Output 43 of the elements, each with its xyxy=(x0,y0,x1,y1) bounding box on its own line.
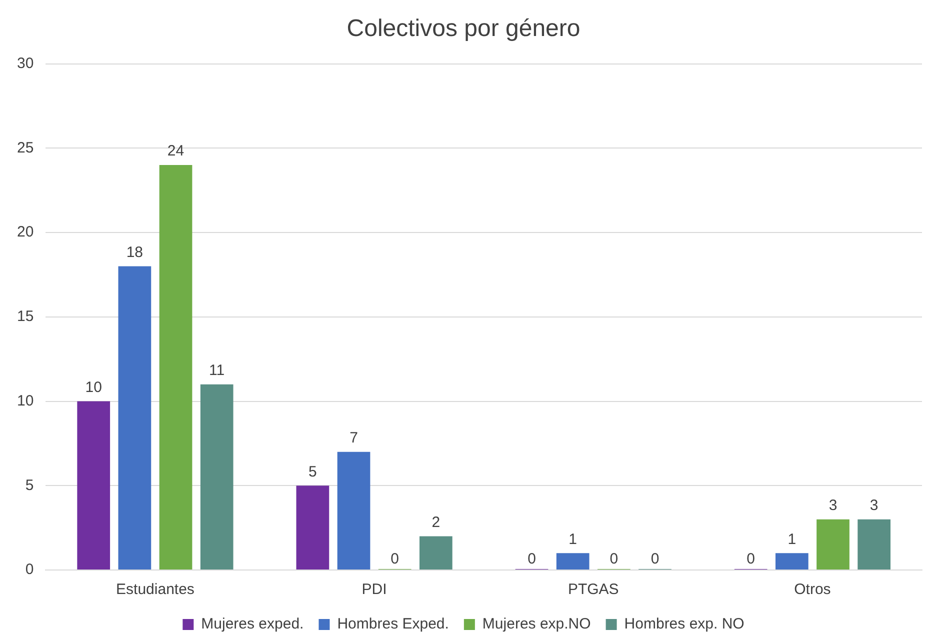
y-tick-label: 25 xyxy=(16,139,34,156)
data-label: 11 xyxy=(209,362,225,380)
x-tick-label: PTGAS xyxy=(568,581,619,598)
bar xyxy=(858,519,891,570)
y-tick-label: 0 xyxy=(25,561,34,578)
bar xyxy=(556,553,590,570)
bar xyxy=(337,452,370,570)
data-label: 0 xyxy=(610,550,618,568)
bar xyxy=(296,486,330,570)
legend-label: Mujeres exp.NO xyxy=(482,616,591,633)
legend-label: Mujeres exped. xyxy=(201,616,304,633)
data-label: 3 xyxy=(828,497,838,514)
y-tick-label: 15 xyxy=(16,308,34,326)
legend-label: Hombres Exped. xyxy=(337,616,449,633)
chart-title: Colectivos por género xyxy=(346,15,580,42)
y-tick-label: 30 xyxy=(16,54,34,72)
data-label: 2 xyxy=(432,514,440,531)
x-tick-label: Estudiantes xyxy=(116,581,194,598)
bar xyxy=(816,519,850,570)
data-label: 0 xyxy=(390,550,400,568)
data-label: 0 xyxy=(746,550,756,568)
data-label: 18 xyxy=(126,244,144,261)
bar xyxy=(159,165,192,570)
data-label: 7 xyxy=(350,430,358,447)
y-tick-label: 5 xyxy=(25,476,34,494)
x-tick-label: Otros xyxy=(794,581,831,598)
bar xyxy=(118,266,152,570)
data-label: 1 xyxy=(788,530,796,548)
x-tick-label: PDI xyxy=(362,581,387,598)
data-label: 3 xyxy=(870,497,878,514)
data-label: 5 xyxy=(308,463,317,480)
data-label: 0 xyxy=(528,550,536,568)
bar xyxy=(200,384,234,570)
data-label: 10 xyxy=(85,378,102,396)
y-tick-label: 10 xyxy=(16,392,34,410)
data-label: 0 xyxy=(650,550,660,568)
bar xyxy=(419,536,452,570)
bar xyxy=(77,401,110,570)
legend-label: Hombres exp. NO xyxy=(624,616,744,633)
data-label: 1 xyxy=(568,530,578,548)
y-tick-label: 20 xyxy=(16,224,34,241)
bar xyxy=(775,553,808,570)
data-label: 24 xyxy=(167,142,184,160)
